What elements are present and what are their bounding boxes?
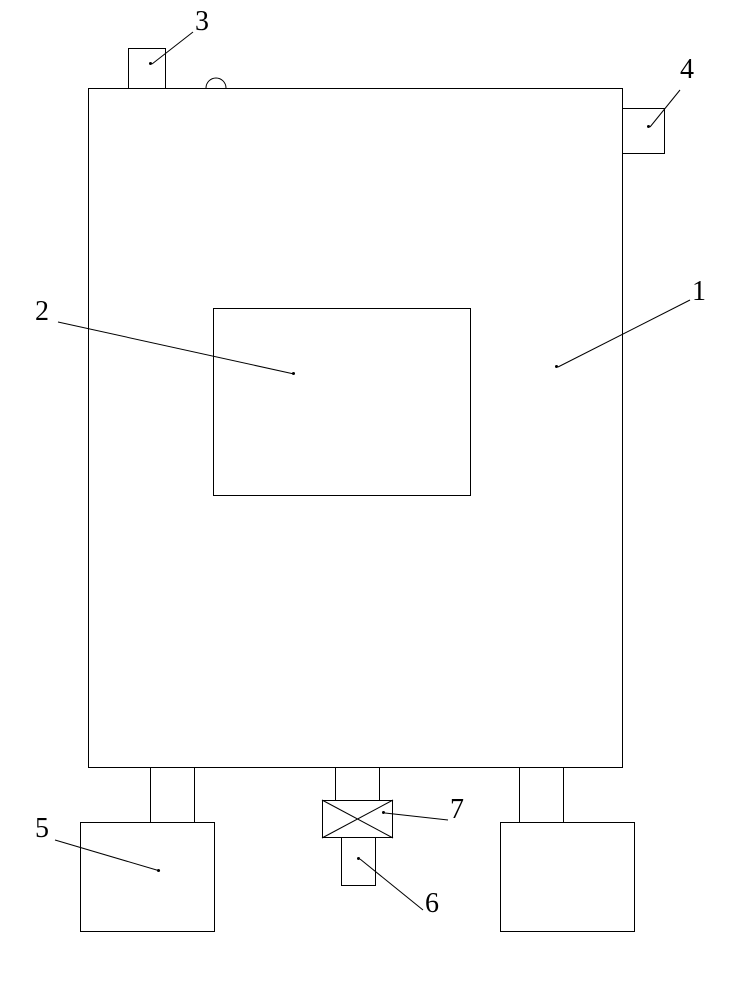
- leader-lines: [0, 0, 740, 1000]
- technical-diagram: 1 2 3 4 5 6 7: [0, 0, 740, 1000]
- callout-label-5: 5: [35, 813, 49, 845]
- callout-label-1: 1: [692, 276, 706, 308]
- callout-label-7: 7: [450, 794, 464, 826]
- callout-label-6: 6: [425, 888, 439, 920]
- callout-label-4: 4: [680, 54, 694, 86]
- callout-label-2: 2: [35, 296, 49, 328]
- callout-label-3: 3: [195, 6, 209, 38]
